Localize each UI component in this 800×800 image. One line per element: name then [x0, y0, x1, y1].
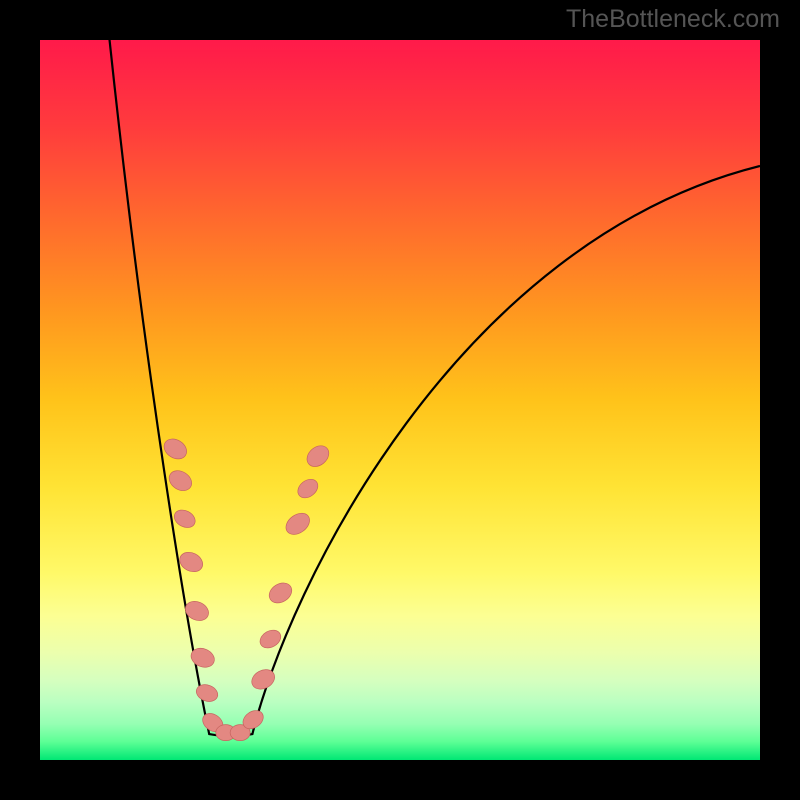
chart-frame: TheBottleneck.com: [0, 0, 800, 800]
plot-background: [40, 40, 760, 760]
watermark-text: TheBottleneck.com: [566, 5, 780, 34]
chart-svg: [0, 0, 800, 800]
